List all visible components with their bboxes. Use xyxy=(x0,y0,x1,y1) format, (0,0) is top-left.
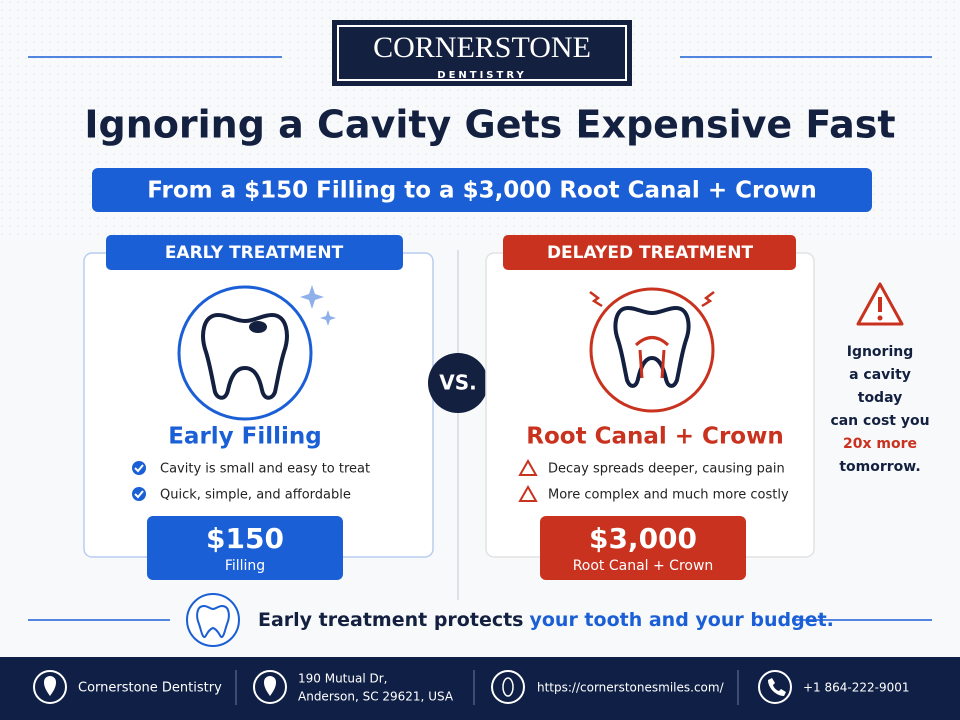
cavity-spot xyxy=(249,321,267,333)
check-icon xyxy=(132,487,146,501)
logo-sub: DENTISTRY xyxy=(437,70,526,81)
note-line: today xyxy=(858,390,902,406)
check-mark xyxy=(134,490,144,499)
label-pill xyxy=(503,235,796,270)
card-heading: Root Canal + Crown xyxy=(526,424,783,450)
tagline-text: Early treatment protects xyxy=(258,609,523,631)
card-label: DELAYED TREATMENT xyxy=(547,243,754,263)
warning-icon xyxy=(518,458,538,476)
price-box xyxy=(540,516,746,580)
nerve xyxy=(634,336,670,379)
footer xyxy=(0,657,960,720)
title: Ignoring a Cavity Gets Expensive Fast xyxy=(84,103,895,147)
price-box xyxy=(147,516,343,580)
pin xyxy=(44,676,56,696)
point: More complex and much more costly xyxy=(548,488,789,503)
vs-text: VS. xyxy=(439,371,476,395)
logo-name: CORNERSTONE xyxy=(373,31,591,64)
footer-name[interactable]: Cornerstone Dentistry xyxy=(78,681,222,696)
price-label: Root Canal + Crown xyxy=(573,558,714,574)
tagline: Early treatment protects your tooth and y… xyxy=(258,609,834,631)
card-label: EARLY TREATMENT xyxy=(165,243,344,263)
subtitle-banner xyxy=(92,168,872,212)
point: Decay spreads deeper, causing pain xyxy=(548,462,785,477)
check-icon xyxy=(132,461,146,475)
price-label: Filling xyxy=(225,558,265,574)
vs-badge xyxy=(428,353,488,413)
tooth-icon xyxy=(613,305,691,388)
note-line: tomorrow. xyxy=(839,459,920,475)
price: $3,000 xyxy=(589,522,697,555)
tagline-icon xyxy=(186,593,240,647)
point: Cavity is small and easy to treat xyxy=(160,462,370,477)
globe-icon xyxy=(491,670,525,704)
pain-lines xyxy=(589,291,715,308)
note-line: can cost you xyxy=(830,413,929,429)
logo-box xyxy=(332,20,632,86)
note-line: a cavity xyxy=(849,367,911,383)
card-heading: Early Filling xyxy=(168,424,322,450)
pin-icon xyxy=(253,670,287,704)
point: Quick, simple, and affordable xyxy=(160,488,351,503)
note-line: Ignoring xyxy=(847,344,914,360)
pin-icon xyxy=(33,670,67,704)
sparkle xyxy=(300,285,336,326)
footer-address[interactable]: Anderson, SC 29621, USA xyxy=(298,690,454,704)
logo-frame xyxy=(337,25,627,81)
pin xyxy=(264,676,276,696)
footer-address[interactable]: 190 Mutual Dr, xyxy=(298,672,387,686)
footer-phone[interactable]: +1 864-222-9001 xyxy=(803,681,910,695)
globe-lines xyxy=(502,677,514,697)
label-pill xyxy=(106,235,403,270)
warning-bar xyxy=(878,297,882,312)
tooth-icon xyxy=(196,604,230,639)
tagline-highlight: your tooth and your budget. xyxy=(529,609,833,631)
phone-icon xyxy=(758,670,792,704)
price: $150 xyxy=(206,522,284,555)
tooth-icon xyxy=(201,312,289,400)
footer-website[interactable]: https://cornerstonesmiles.com/ xyxy=(537,681,725,695)
note-highlight: 20x more xyxy=(843,436,917,452)
phone xyxy=(768,678,786,696)
check-mark xyxy=(134,464,144,473)
subtitle: From a $150 Filling to a $3,000 Root Can… xyxy=(147,178,817,204)
warning-icon xyxy=(518,484,538,502)
warning-dot xyxy=(877,315,883,321)
